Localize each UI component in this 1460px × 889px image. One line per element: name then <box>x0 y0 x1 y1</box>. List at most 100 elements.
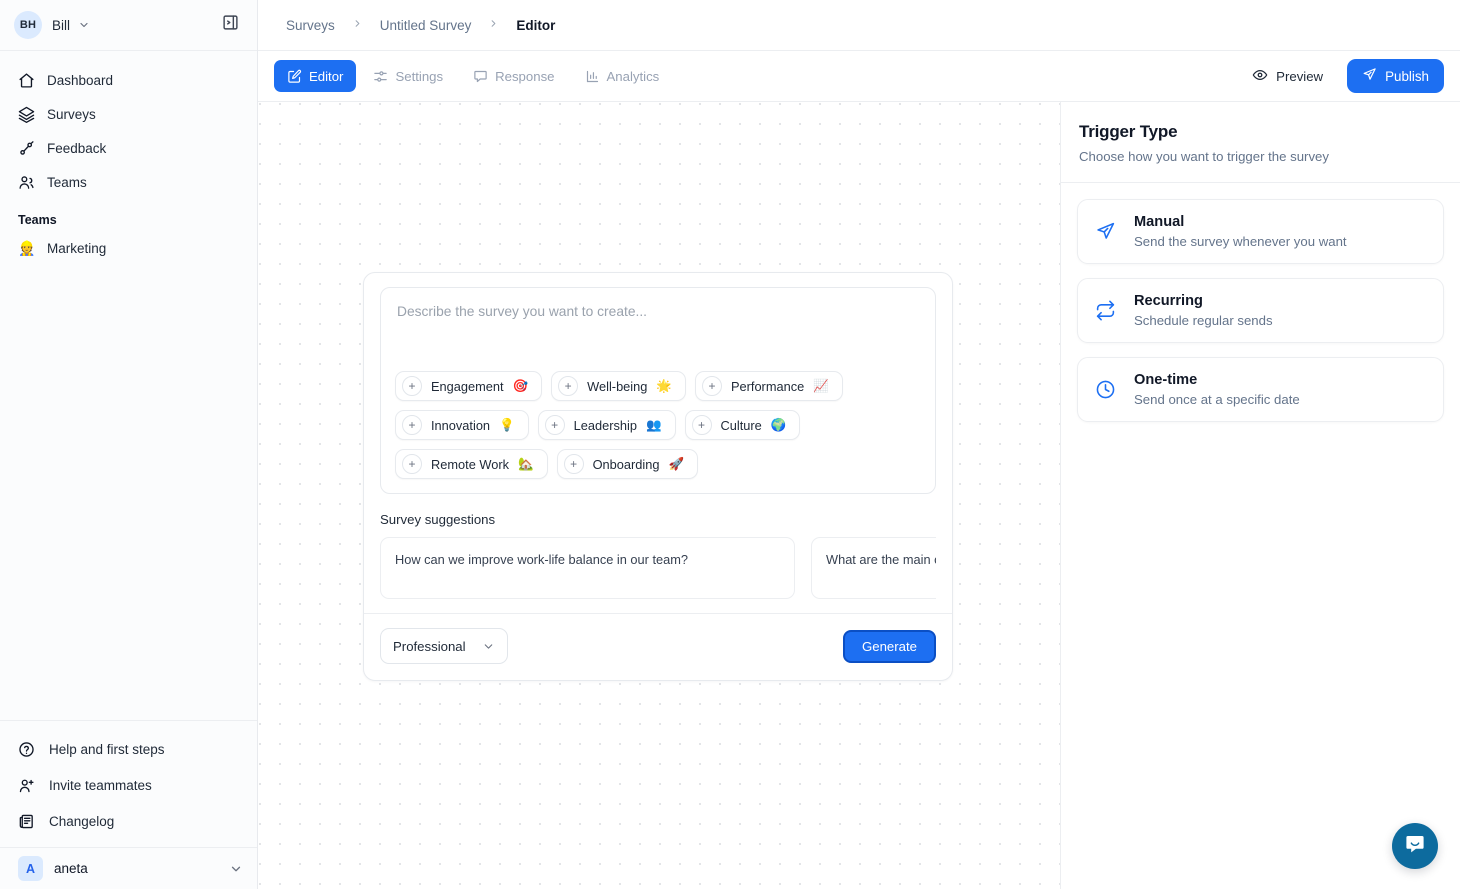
bar-chart-icon <box>585 69 600 84</box>
sidebar-item-label: Help and first steps <box>49 741 165 757</box>
chip-label: Remote Work <box>431 456 509 472</box>
workspace-switcher[interactable]: BH Bill <box>0 0 257 51</box>
breadcrumb-separator-icon <box>488 18 499 32</box>
user-name: aneta <box>54 861 88 876</box>
sliders-icon <box>373 69 388 84</box>
question-circle-icon <box>18 741 35 758</box>
preview-button[interactable]: Preview <box>1240 60 1335 92</box>
chip-label: Engagement <box>431 378 504 394</box>
topic-chip-performance[interactable]: + Performance 📈 <box>694 371 843 401</box>
chevron-down-icon <box>78 19 90 31</box>
chip-label: Leadership <box>573 417 637 433</box>
panel-subtitle: Choose how you want to trigger the surve… <box>1079 149 1329 164</box>
editor-toolbar: Editor Settings Response Analytics <box>258 51 1460 102</box>
news-icon <box>18 813 35 830</box>
editor-canvas[interactable]: Describe the survey you want to create..… <box>258 102 1060 889</box>
suggestion-card[interactable]: What are the main ob <box>811 537 936 599</box>
sidebar-footer: Help and first steps Invite teammates Ch… <box>0 720 257 889</box>
plus-icon: + <box>691 415 712 435</box>
topic-chip-well-being[interactable]: + Well-being 🌟 <box>551 371 686 401</box>
publish-label: Publish <box>1385 68 1429 84</box>
topic-chip-remote-work[interactable]: + Remote Work 🏡 <box>395 449 548 479</box>
sidebar-item-teams[interactable]: Teams <box>10 165 247 199</box>
tab-analytics[interactable]: Analytics <box>572 60 673 92</box>
rocket-emoji-icon: 🚀 <box>668 456 685 471</box>
construction-worker-emoji-icon: 👷 <box>18 239 36 256</box>
busts-emoji-icon: 👥 <box>645 417 662 432</box>
panel-title: Trigger Type <box>1079 122 1178 141</box>
trigger-option-name: Manual <box>1134 214 1185 230</box>
house-emoji-icon: 🏡 <box>518 456 534 471</box>
chart-increasing-emoji-icon: 📈 <box>813 378 829 393</box>
trigger-option-name: One-time <box>1134 372 1198 388</box>
sidebar-item-label: Feedback <box>47 140 107 156</box>
lightbulb-emoji-icon: 💡 <box>499 417 515 432</box>
user-plus-icon <box>18 777 35 794</box>
survey-generator-card: Describe the survey you want to create..… <box>363 272 953 681</box>
sidebar-item-invite[interactable]: Invite teammates <box>10 767 247 803</box>
chat-bubble-icon <box>1403 832 1427 861</box>
trigger-option-manual[interactable]: Manual Send the survey whenever you want <box>1077 199 1444 264</box>
chip-label: Culture <box>720 417 762 433</box>
globe-emoji-icon: 🌍 <box>770 417 787 432</box>
trigger-option-one-time[interactable]: One-time Send once at a specific date <box>1077 357 1444 422</box>
sidebar-item-feedback[interactable]: Feedback <box>10 131 247 165</box>
tone-select[interactable]: Professional <box>380 628 508 664</box>
clock-icon <box>1094 379 1116 400</box>
sidebar-item-surveys[interactable]: Surveys <box>10 97 247 131</box>
chip-label: Performance <box>730 378 805 394</box>
publish-button[interactable]: Publish <box>1347 59 1444 93</box>
sidebar-item-label: Dashboard <box>47 72 114 88</box>
tab-settings[interactable]: Settings <box>360 60 456 92</box>
layers-icon <box>18 106 35 123</box>
sidebar-item-changelog[interactable]: Changelog <box>10 803 247 839</box>
sidebar-team-label: Marketing <box>47 240 107 256</box>
plus-icon: + <box>402 376 422 396</box>
tab-response[interactable]: Response <box>460 60 567 92</box>
trigger-option-recurring[interactable]: Recurring Schedule regular sends <box>1077 278 1444 343</box>
tab-editor[interactable]: Editor <box>274 60 357 92</box>
sidebar-item-label: Teams <box>47 174 87 190</box>
breadcrumb-item-survey-name[interactable]: Untitled Survey <box>379 17 472 33</box>
topic-chip-onboarding[interactable]: + Onboarding 🚀 <box>556 449 699 479</box>
sidebar-item-label: Invite teammates <box>49 777 152 793</box>
user-menu[interactable]: A aneta <box>0 847 257 889</box>
prompt-input-placeholder[interactable]: Describe the survey you want to create..… <box>397 304 647 319</box>
trigger-option-desc: Send the survey whenever you want <box>1134 234 1347 249</box>
plus-icon: + <box>544 415 565 435</box>
trigger-option-desc: Schedule regular sends <box>1134 313 1273 328</box>
suggestion-card[interactable]: How can we improve work-life balance in … <box>380 537 795 599</box>
survey-suggestions: Survey suggestions How can we improve wo… <box>364 494 952 613</box>
topic-chip-leadership[interactable]: + Leadership 👥 <box>537 410 676 440</box>
generate-button[interactable]: Generate <box>843 629 936 663</box>
plus-icon: + <box>563 454 584 474</box>
home-icon <box>18 72 35 89</box>
star-emoji-icon: 🌟 <box>656 378 672 393</box>
sidebar-item-dashboard[interactable]: Dashboard <box>10 63 247 97</box>
workspace-avatar: BH <box>14 11 42 39</box>
sidebar-collapse-button[interactable] <box>215 10 245 40</box>
chip-label: Onboarding <box>592 456 660 472</box>
trigger-option-list: Manual Send the survey whenever you want… <box>1061 183 1460 422</box>
panel-collapse-icon <box>222 14 239 36</box>
chip-label: Well-being <box>587 378 648 394</box>
sidebar-item-help[interactable]: Help and first steps <box>10 731 247 767</box>
topic-chip-innovation[interactable]: + Innovation 💡 <box>395 410 529 440</box>
plus-icon: + <box>558 376 579 396</box>
chip-label: Innovation <box>431 417 491 433</box>
suggestions-title: Survey suggestions <box>380 512 496 527</box>
sidebar-team-marketing[interactable]: 👷 Marketing <box>10 231 247 265</box>
message-icon <box>473 69 488 84</box>
prompt-box[interactable]: Describe the survey you want to create..… <box>380 287 936 494</box>
support-chat-button[interactable] <box>1392 823 1438 869</box>
preview-label: Preview <box>1276 68 1324 84</box>
sidebar-nav: Dashboard Surveys Feedback Teams <box>0 51 257 265</box>
topic-chip-culture[interactable]: + Culture 🌍 <box>684 410 801 440</box>
send-icon <box>1362 67 1377 85</box>
repeat-icon <box>1094 300 1116 321</box>
plus-icon: + <box>701 376 722 396</box>
breadcrumb-item-surveys[interactable]: Surveys <box>286 17 335 33</box>
topic-chip-engagement[interactable]: + Engagement 🎯 <box>395 371 543 401</box>
breadcrumb-separator-icon <box>352 18 363 32</box>
breadcrumb-item-editor: Editor <box>516 17 556 33</box>
